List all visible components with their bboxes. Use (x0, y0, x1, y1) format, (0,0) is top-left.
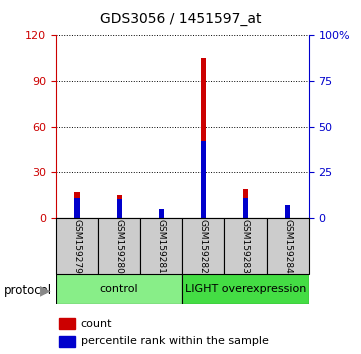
Bar (98, 218, 140, 274)
Text: LIGHT overexpression: LIGHT overexpression (185, 284, 306, 295)
Text: GSM159282: GSM159282 (199, 219, 208, 273)
Bar (266, 218, 309, 274)
Bar (201, 141, 206, 218)
Text: percentile rank within the sample: percentile rank within the sample (81, 336, 268, 346)
Text: control: control (100, 284, 138, 295)
Text: GSM159284: GSM159284 (283, 219, 292, 273)
Bar (243, 198, 248, 218)
Text: GDS3056 / 1451597_at: GDS3056 / 1451597_at (100, 12, 261, 27)
Bar (285, 205, 290, 218)
Bar (140, 218, 182, 274)
Bar (159, 209, 164, 218)
Bar (59, 336, 75, 347)
Text: GSM159281: GSM159281 (157, 218, 166, 274)
Bar (182, 274, 309, 304)
Text: GSM159279: GSM159279 (73, 218, 82, 274)
Bar (182, 218, 225, 274)
Bar (56, 218, 98, 274)
Bar (74, 198, 79, 218)
Text: ▶: ▶ (40, 283, 51, 297)
Bar (225, 218, 266, 274)
Bar (159, 216, 164, 218)
Bar (74, 192, 79, 218)
Bar (201, 58, 206, 218)
Bar (117, 200, 122, 218)
Bar (59, 318, 75, 329)
Bar (117, 195, 122, 218)
Text: GSM159280: GSM159280 (115, 218, 123, 274)
Bar (243, 189, 248, 218)
Bar (56, 274, 182, 304)
Text: protocol: protocol (4, 284, 52, 297)
Bar (285, 215, 290, 218)
Text: GSM159283: GSM159283 (241, 218, 250, 274)
Text: count: count (81, 319, 112, 329)
